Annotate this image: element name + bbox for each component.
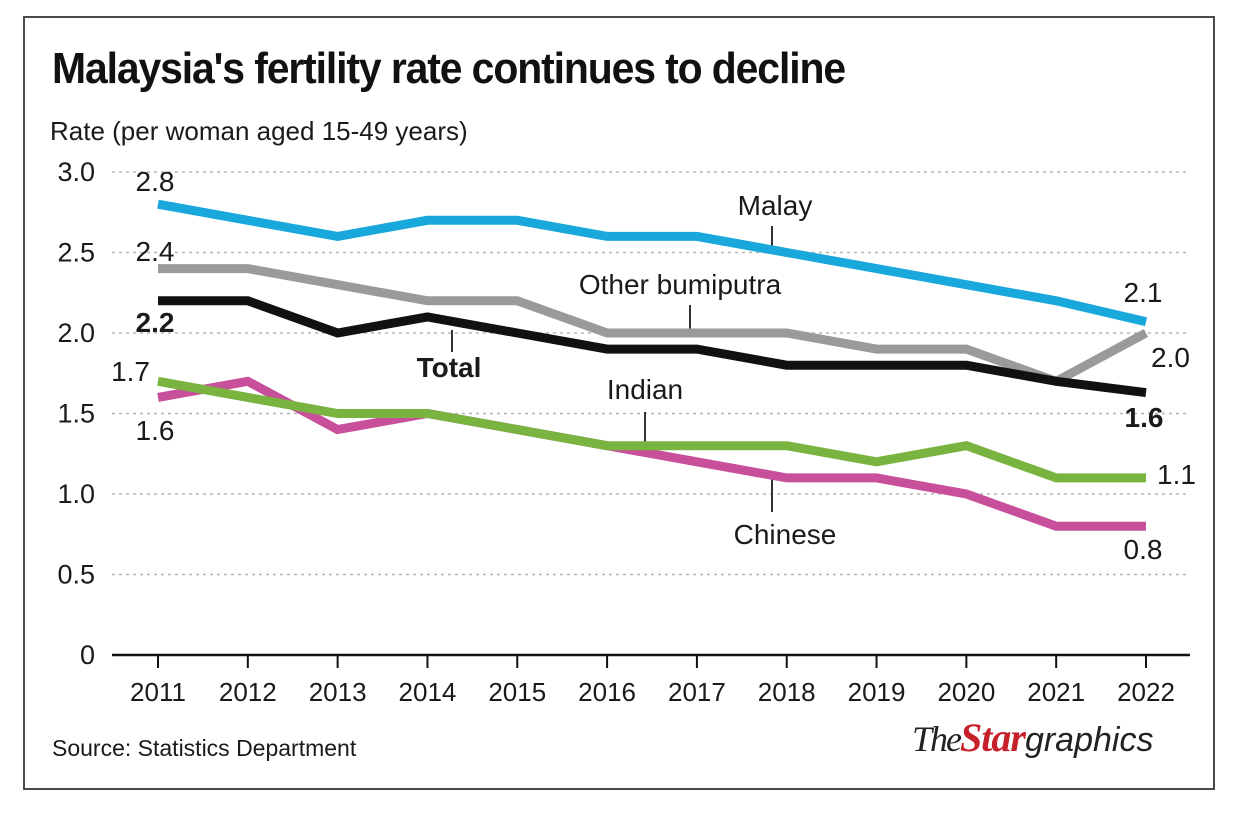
data-label: 1.7 [111, 356, 150, 387]
data-label: 2.2 [136, 307, 175, 338]
series-name-label: Total [417, 352, 482, 383]
x-axis: 2011 2012 2013 2014 2015 2016 2017 2018 2019 2020… [112, 653, 1190, 707]
x-tick-label: 2022 [1117, 677, 1175, 707]
x-tick-label: 2016 [578, 677, 636, 707]
y-tick-label: 0.5 [57, 560, 95, 590]
x-tick-label: 2012 [219, 677, 277, 707]
source-note: Source: Statistics Department [52, 735, 357, 761]
chart-frame [23, 16, 1215, 790]
series-name-label: Other bumiputra [579, 269, 782, 300]
data-label: 2.1 [1124, 277, 1163, 308]
series-name-label: Indian [607, 374, 683, 405]
data-label: 0.8 [1124, 534, 1163, 565]
x-tick-label: 2011 [130, 677, 186, 707]
x-tick-label: 2020 [937, 677, 995, 707]
x-tick-label: 2018 [758, 677, 816, 707]
data-label: 1.1 [1157, 459, 1196, 490]
data-label: 2.4 [136, 236, 175, 267]
data-label: 1.6 [136, 415, 175, 446]
series-name-label: Malay [738, 190, 813, 221]
y-tick-label: 1.0 [57, 479, 95, 509]
x-tick-label: 2019 [848, 677, 906, 707]
series-labels: Malay Other bumiputra Total Indian Chinese 2.… [111, 166, 1196, 565]
data-label: 2.0 [1151, 342, 1190, 373]
series-line-chinese [157, 376, 1146, 531]
x-tick-label: 2021 [1027, 677, 1085, 707]
y-tick-labels: 0 0.5 1.0 1.5 2.0 2.5 3.0 [57, 157, 95, 670]
y-tick-label: 2.0 [57, 318, 95, 348]
y-tick-label: 3.0 [57, 157, 95, 187]
y-tick-label: 2.5 [57, 238, 95, 268]
x-tick-label: 2017 [668, 677, 726, 707]
series-name-label: Chinese [734, 519, 837, 550]
x-tick-label: 2013 [309, 677, 367, 707]
y-tick-label: 1.5 [57, 399, 95, 429]
series-line-malay [157, 199, 1148, 327]
series-line-other-bumiputra [158, 264, 1149, 387]
data-label: 2.8 [136, 166, 175, 197]
series-lines [157, 199, 1149, 531]
publisher-logo: TheStargraphics [912, 715, 1154, 760]
series-line-indian [157, 376, 1146, 483]
x-tick-label: 2014 [399, 677, 457, 707]
label-leader-lines [451, 226, 773, 512]
data-label: 1.6 [1125, 402, 1164, 433]
y-tick-label: 0 [80, 640, 95, 670]
chart-title: Malaysia's fertility rate continues to d… [52, 44, 846, 93]
y-axis-label: Rate (per woman aged 15-49 years) [50, 116, 468, 146]
series-line-total [158, 296, 1147, 398]
x-tick-label: 2015 [488, 677, 546, 707]
